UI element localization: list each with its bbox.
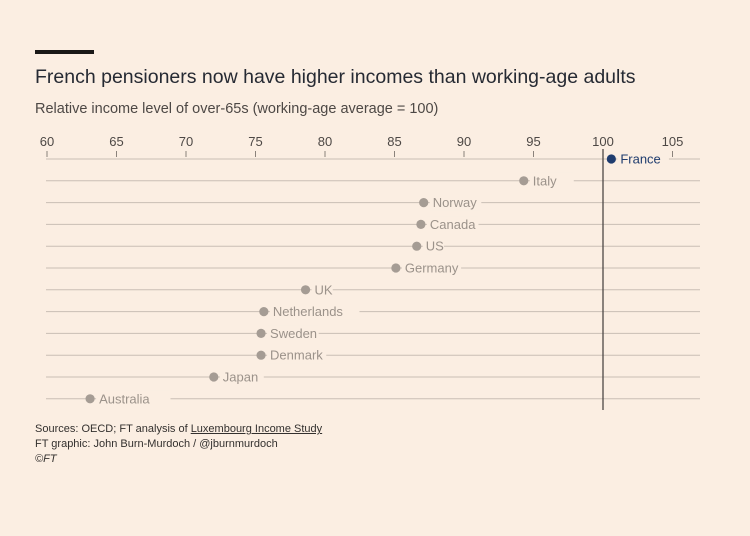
x-tick-label: 75 [248,134,262,149]
data-point-uk [300,285,311,295]
label-knockout [617,151,669,167]
data-point-us [412,241,422,251]
label-knockout [401,260,462,276]
sources-note: Sources: OECD; FT analysis of Luxembourg… [35,423,322,435]
sources-link[interactable]: Luxembourg Income Study [190,423,323,435]
data-label-uk: UK [315,282,333,297]
data-label-us: US [426,239,444,254]
label-knockout [96,390,171,407]
x-tick-label: 105 [662,134,684,149]
data-marks: France Italy Norway Canada US Germany UK Nether… [85,151,669,407]
x-tick-label: 90 [457,134,471,149]
x-tick-label: 95 [526,134,540,149]
x-tick-label: 65 [109,134,123,149]
sources-prefix: Sources: OECD; FT analysis of [35,423,191,435]
label-knockout [267,347,327,364]
data-point-canada [416,219,426,229]
label-knockout [429,194,482,211]
data-point-australia [85,394,95,404]
data-point-denmark [256,350,266,360]
data-point-france [606,154,616,164]
chart-subtitle: Relative income level of over-65s (worki… [35,101,439,117]
x-tick-label: 80 [318,134,332,149]
data-point-sweden [256,328,266,338]
data-label-australia: Australia [99,391,150,406]
chart-title: French pensioners now have higher income… [35,66,636,88]
x-tick-label: 100 [592,134,614,149]
header-accent-bar [35,50,94,54]
data-label-sweden: Sweden [270,326,317,341]
label-knockout [529,172,574,189]
data-label-denmark: Denmark [270,348,323,363]
data-label-japan: Japan [223,370,258,385]
data-label-italy: Italy [533,173,557,188]
data-label-france: France [620,152,660,167]
row-gridlines [46,158,700,400]
label-knockout [267,325,319,342]
x-tick-label: 85 [387,134,401,149]
data-label-canada: Canada [430,217,476,232]
data-point-germany [391,263,401,273]
label-knockout [219,369,264,385]
graphic-credit: FT graphic: John Burn-Murdoch / @jburnmu… [35,438,278,450]
data-point-italy [519,176,529,186]
data-point-netherlands [259,307,269,317]
data-label-germany: Germany [405,261,459,276]
label-knockout [311,281,333,298]
data-point-norway [419,198,429,208]
data-label-netherlands: Netherlands [273,304,344,319]
x-tick-label: 60 [40,134,54,149]
copyright: ©FT [35,453,57,465]
label-knockout [422,238,444,255]
x-axis-ticks: 60 65 70 75 80 85 90 95 100 105 [40,134,684,157]
label-knockout [426,216,479,233]
x-tick-label: 70 [179,134,193,149]
data-point-japan [209,372,219,382]
label-knockout [269,303,360,320]
data-label-norway: Norway [433,195,478,210]
